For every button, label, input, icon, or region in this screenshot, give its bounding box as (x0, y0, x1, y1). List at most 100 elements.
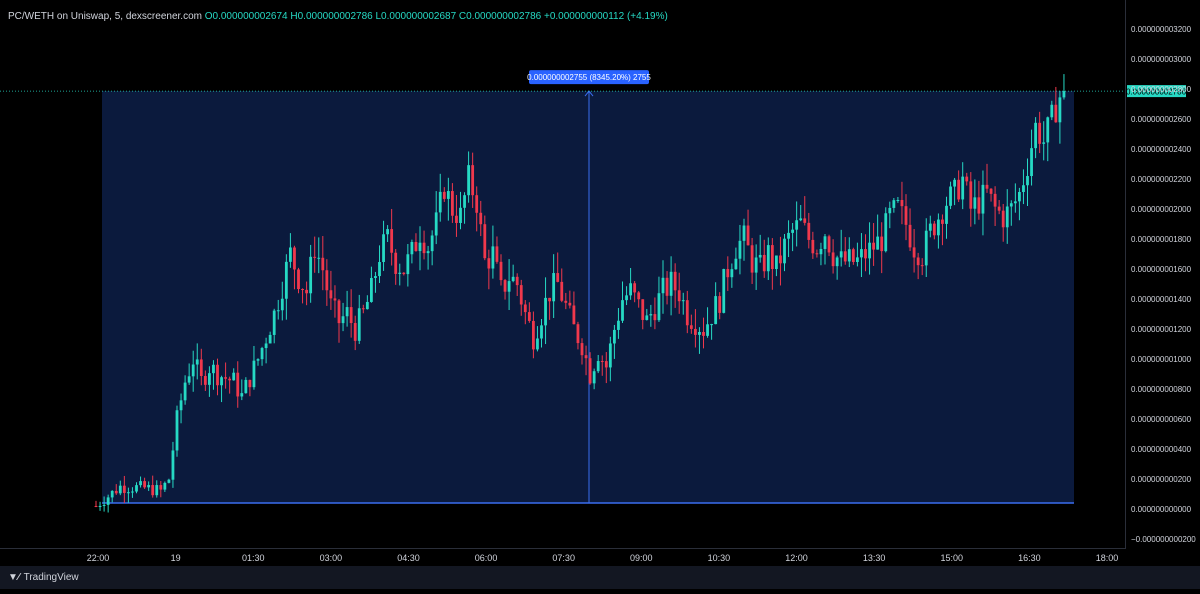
candle-body (884, 213, 888, 252)
candle-body (945, 205, 948, 224)
candle-body (1062, 91, 1066, 98)
tradingview-logo[interactable]: ▼∕ TradingView (8, 572, 79, 583)
candle-body (584, 355, 588, 359)
candle-body (714, 296, 718, 325)
candle-body (349, 307, 353, 324)
candle (795, 201, 799, 247)
candle-body (256, 359, 260, 361)
candle-body (770, 245, 774, 270)
tradingview-label: TradingView (23, 572, 79, 583)
candle-body (390, 229, 394, 253)
candle (167, 478, 171, 484)
y-tick-label: 0.000000000600 (1131, 415, 1192, 424)
candle (864, 234, 867, 272)
candle (374, 271, 377, 293)
candle-body (831, 252, 835, 267)
candle-body (556, 273, 560, 282)
candle-body (734, 258, 738, 270)
candle-body (240, 393, 244, 397)
candle (625, 286, 628, 306)
candle-body (313, 256, 317, 258)
candle-body (357, 308, 361, 341)
candle-body (795, 220, 799, 230)
x-tick-label: 16:30 (1018, 553, 1041, 563)
candle (471, 152, 475, 208)
candle (248, 379, 252, 397)
candle-body (293, 247, 296, 270)
candle (880, 222, 884, 274)
candle (657, 276, 661, 322)
candle-body (900, 200, 904, 207)
candle (110, 490, 114, 503)
candle-body (965, 176, 969, 182)
candle-body (386, 229, 389, 235)
candle (928, 215, 932, 238)
measure-region (102, 91, 1074, 503)
candle-body (171, 450, 175, 480)
candle-body (1022, 185, 1025, 193)
candle (463, 192, 466, 224)
candle (139, 476, 142, 488)
candle (961, 162, 965, 210)
candle (787, 220, 790, 258)
candle (203, 370, 207, 391)
candle-body (949, 186, 952, 206)
candle-body (548, 297, 551, 302)
candle (118, 480, 122, 496)
candle (455, 195, 458, 237)
last-price-label-box (1127, 85, 1186, 98)
candle (645, 308, 649, 321)
candle (997, 200, 1001, 215)
candle-body (228, 378, 232, 381)
y-tick-label: −0.000000000200 (1131, 535, 1196, 544)
candle (637, 291, 641, 308)
candle (159, 481, 163, 498)
candle (912, 229, 916, 273)
candle (1030, 129, 1033, 186)
candle-body (685, 300, 689, 326)
candle (1038, 111, 1042, 154)
candle (1062, 74, 1066, 100)
candle-body (564, 300, 568, 303)
candle-body (993, 193, 997, 207)
candle-body (973, 197, 977, 209)
candle-body (928, 223, 932, 231)
candle-body (754, 257, 758, 273)
candle (726, 256, 730, 291)
candle (122, 475, 126, 503)
candle (499, 254, 503, 286)
low-value: L0.000000002687 (375, 11, 457, 22)
candle-body (722, 269, 726, 313)
y-tick-label: 0.000000003000 (1131, 55, 1192, 64)
x-tick-label: 01:30 (242, 553, 265, 563)
candle-body (1018, 192, 1021, 202)
candle-body (617, 320, 620, 330)
candle-body (989, 188, 993, 194)
candle (843, 237, 847, 265)
candle (669, 256, 673, 316)
candle (685, 290, 689, 334)
candle-body (791, 229, 794, 233)
candle-body (131, 491, 134, 493)
candle (629, 267, 632, 300)
candle (673, 263, 677, 308)
candle-body (301, 289, 304, 291)
candle-body (872, 242, 875, 250)
candle-body (414, 241, 418, 252)
candle (106, 494, 110, 513)
candle-body (856, 257, 859, 263)
candle (856, 242, 859, 267)
candle-body (613, 329, 616, 344)
candle-body (446, 191, 450, 199)
candle-body (365, 301, 369, 310)
candle (365, 295, 369, 310)
candle (317, 237, 321, 274)
y-tick-label: 0.000000001000 (1131, 355, 1192, 364)
candle-body (268, 334, 272, 344)
candle-body (904, 206, 908, 225)
candle-body (730, 269, 734, 278)
candle-body (775, 255, 778, 270)
candle-body (600, 361, 604, 363)
